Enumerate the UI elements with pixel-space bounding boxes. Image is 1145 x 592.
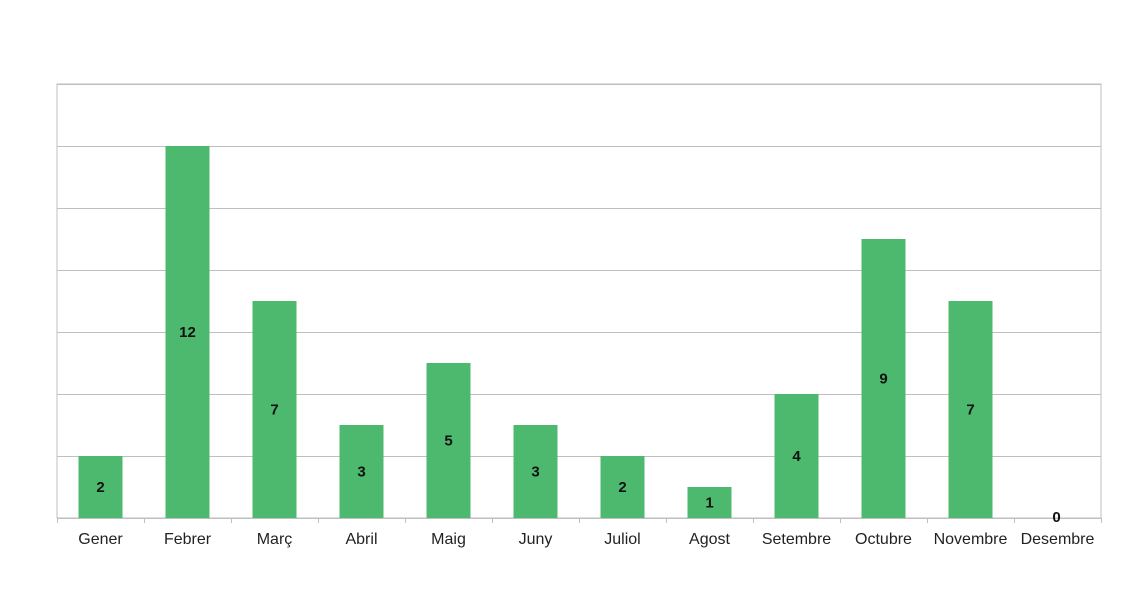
x-tick-label-febrer: Febrer (164, 531, 212, 548)
x-tick-label-gener: Gener (78, 531, 123, 548)
data-label-juliol: 2 (618, 479, 626, 496)
bar-octubre (861, 239, 906, 518)
data-labels: 2 12 7 3 5 3 2 1 4 9 7 0 (96, 324, 1060, 526)
x-axis-ticks (57, 518, 1102, 523)
bar-agost (687, 487, 732, 518)
gridlines (57, 84, 1101, 519)
bar-setembre (774, 394, 819, 518)
x-tick-label-desembre: Desembre (1021, 531, 1095, 548)
bar-novembre (948, 301, 993, 518)
x-tick-label-setembre: Setembre (762, 531, 831, 548)
data-label-març: 7 (270, 402, 278, 419)
data-label-abril: 3 (357, 464, 365, 481)
x-tick-label-novembre: Novembre (934, 531, 1008, 548)
bar-abril (339, 425, 384, 518)
data-label-desembre: 0 (1052, 509, 1060, 526)
plot-area-frame (56, 83, 1102, 519)
bars (78, 146, 993, 518)
x-tick-label-octubre: Octubre (855, 531, 912, 548)
x-tick-label-juny: Juny (519, 531, 553, 548)
bar-març (252, 301, 297, 518)
data-label-octubre: 9 (879, 371, 887, 388)
bar-gener (78, 456, 123, 518)
bar-maig (426, 363, 471, 518)
x-tick-label-agost: Agost (689, 531, 730, 548)
bar-juny (513, 425, 558, 518)
data-label-maig: 5 (444, 433, 452, 450)
x-axis-labels: Gener Febrer Març Abril Maig Juny Juliol Agost S… (78, 531, 1094, 548)
data-label-agost: 1 (705, 495, 713, 512)
data-label-febrer: 12 (179, 324, 196, 341)
bar-juliol (600, 456, 645, 518)
data-label-novembre: 7 (966, 402, 974, 419)
data-label-juny: 3 (531, 464, 539, 481)
x-tick-label-abril: Abril (345, 531, 377, 548)
x-tick-label-maig: Maig (431, 531, 466, 548)
bar-febrer (165, 146, 210, 518)
x-tick-label-març: Març (257, 531, 293, 548)
data-label-setembre: 4 (792, 448, 801, 465)
data-label-gener: 2 (96, 479, 104, 496)
x-tick-label-juliol: Juliol (604, 531, 640, 548)
